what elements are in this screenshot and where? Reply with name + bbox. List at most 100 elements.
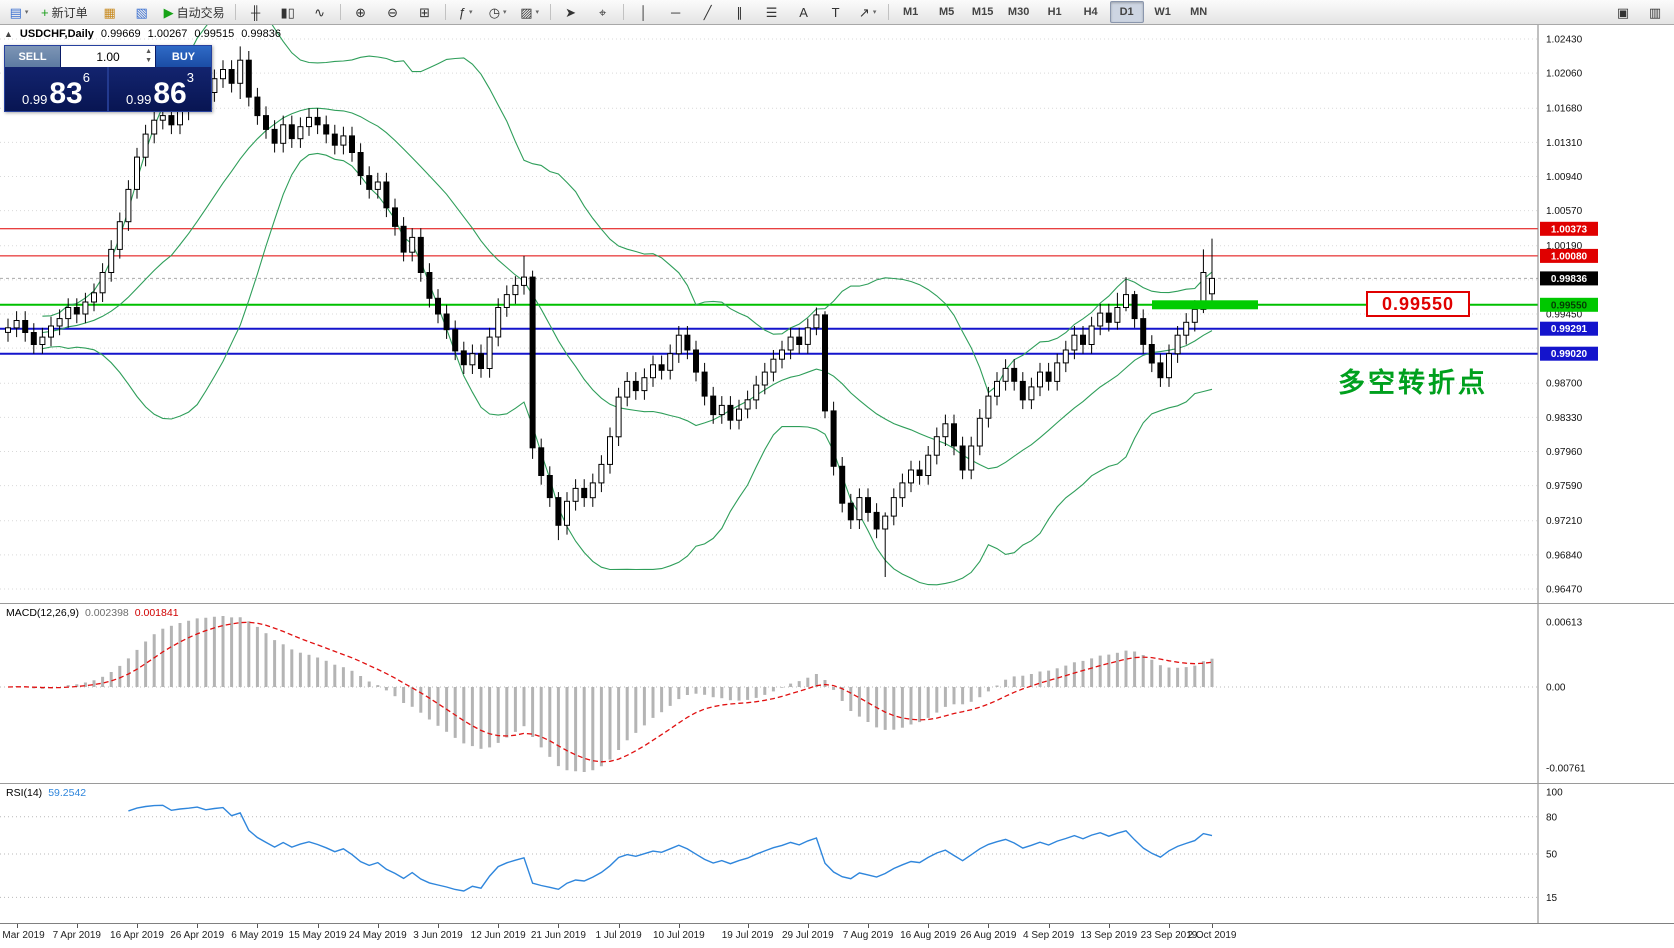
settings-icon: ▥ [1648, 4, 1662, 20]
time-axis-tick [1108, 924, 1110, 928]
candle [641, 368, 648, 400]
arrows-button[interactable]: ↗ ▾ [853, 1, 883, 23]
time-axis-label: 16 Apr 2019 [110, 930, 164, 941]
candle [658, 355, 665, 380]
candle [340, 126, 347, 155]
candle [589, 473, 596, 507]
zoom-out-button[interactable]: ⊖ [378, 1, 408, 23]
candle [73, 298, 80, 324]
timeframe-m15[interactable]: M15 [971, 6, 994, 18]
candle [710, 386, 717, 424]
candle [1097, 303, 1104, 336]
equidistant-channel-button[interactable]: ∥ [725, 1, 755, 23]
time-axis-tick [197, 924, 199, 928]
candlestick-button[interactable]: ▮▯ [273, 1, 303, 23]
sell-button[interactable]: SELL [5, 46, 60, 67]
navigator-icon: ▧ [135, 4, 148, 20]
turning-point-annotation[interactable]: 多空转折点 [1338, 368, 1488, 398]
chart-list-button[interactable]: ▣ [1608, 1, 1638, 23]
crosshair-button[interactable]: ⌖ [588, 1, 618, 23]
time-axis-tick [747, 924, 749, 928]
fibonacci-button[interactable]: ☰ [757, 1, 787, 23]
price-axis-label: 1.01680 [1546, 104, 1583, 115]
candle [916, 460, 923, 485]
text-label-button[interactable]: T [821, 1, 851, 23]
candle [1054, 353, 1061, 391]
candle [942, 414, 949, 446]
timeframe-w1[interactable]: W1 [1154, 6, 1171, 18]
time-axis-tick [988, 924, 990, 928]
new-chart-button[interactable]: ▤ ▾ [4, 1, 34, 23]
timeframe-m5[interactable]: M5 [938, 6, 955, 18]
candle [770, 350, 777, 382]
candle [1105, 303, 1112, 332]
settings-button[interactable]: ▥ [1640, 1, 1670, 23]
price-chart-canvas[interactable]: 1.02430 1.02060 1.01680 1.01310 1.00940 1.005… [0, 25, 1674, 603]
candle [116, 212, 123, 259]
indicators-list-button[interactable]: ƒ ▾ [451, 1, 481, 23]
text-button[interactable]: A [789, 1, 819, 23]
macd-canvas[interactable]: 0.00613 0.00 -0.00761 [0, 604, 1674, 784]
timeframe-m30[interactable]: M30 [1007, 6, 1030, 18]
timeframe-h1[interactable]: H1 [1047, 6, 1062, 18]
volume-up-icon[interactable]: ▲ [145, 47, 152, 55]
time-axis-tick [76, 924, 78, 928]
buy-button[interactable]: BUY [156, 46, 211, 67]
candle [460, 341, 467, 374]
tile-windows-button[interactable]: ⊞ [410, 1, 440, 23]
bar-chart-button[interactable]: ╫ [241, 1, 271, 23]
chart-ohlc-readout: ▲ USDCHF,Daily 0.99669 1.00267 0.99515 0… [4, 28, 281, 40]
vertical-line-button[interactable]: │ [629, 1, 659, 23]
level-lines-layer[interactable] [0, 228, 1538, 355]
candle [314, 108, 321, 135]
buy-price-display[interactable]: 0.99 86 3 [109, 67, 211, 111]
timeframe-d1[interactable]: D1 [1109, 1, 1144, 23]
candle [1183, 313, 1190, 345]
volume-down-icon[interactable]: ▼ [145, 56, 152, 64]
zoom-in-icon: ⊕ [355, 4, 367, 20]
candle [349, 126, 355, 162]
toolbar-separator [444, 4, 446, 20]
candle [48, 316, 54, 347]
ohlc-low: 0.99515 [194, 28, 235, 40]
time-axis-tick [377, 924, 379, 928]
timeframe-m1[interactable]: M1 [902, 6, 919, 18]
navigator-button[interactable]: ▧ [127, 1, 157, 23]
timeframe-h4[interactable]: H4 [1083, 6, 1098, 18]
trendline-button[interactable]: ╱ [693, 1, 723, 23]
time-axis-tick [498, 924, 500, 928]
time-axis[interactable]: 28 Mar 2019 7 Apr 2019 16 Apr 2019 26 Apr 2… [0, 923, 1674, 948]
cursor-button[interactable]: ➤ [556, 1, 586, 23]
time-axis-label: 7 Apr 2019 [52, 930, 101, 941]
candle [632, 372, 639, 400]
time-axis-label: 4 Sep 2019 [1023, 930, 1075, 941]
templates-button[interactable]: ▨ ▾ [515, 1, 545, 23]
candle [615, 387, 622, 446]
market-watch-button[interactable]: ▦ [95, 1, 125, 23]
line-chart-button[interactable]: ∿ [305, 1, 335, 23]
zoom-in-button[interactable]: ⊕ [346, 1, 376, 23]
horizontal-line-button[interactable]: ─ [661, 1, 691, 23]
periods-button[interactable]: ◷ ▾ [483, 1, 513, 23]
sell-price-big: 83 [49, 77, 83, 110]
sell-price-display[interactable]: 0.99 83 6 [5, 67, 107, 111]
candle [426, 263, 433, 308]
timeframe-mn[interactable]: MN [1190, 6, 1208, 18]
auto-trading-button[interactable]: ▶ 自动交易 [159, 1, 230, 23]
toolbar-separator [339, 4, 341, 20]
candle [1045, 362, 1052, 391]
highlight-zone[interactable] [1152, 300, 1258, 310]
candle [99, 263, 106, 302]
candle [684, 326, 691, 360]
volume-input[interactable] [76, 48, 140, 65]
support-level-label[interactable]: 0.99550 [1366, 291, 1470, 317]
candle [925, 446, 932, 485]
candle [5, 318, 11, 342]
rsi-canvas[interactable]: 100 80 50 15 [0, 784, 1674, 924]
time-axis-tick [1048, 924, 1050, 928]
candle [82, 292, 89, 324]
candle [1019, 372, 1026, 410]
collapse-panel-icon[interactable]: ▲ [4, 29, 13, 39]
new-order-button[interactable]: + 新订单 [36, 1, 93, 23]
macd-label: MACD(12,26,9) [6, 607, 79, 619]
